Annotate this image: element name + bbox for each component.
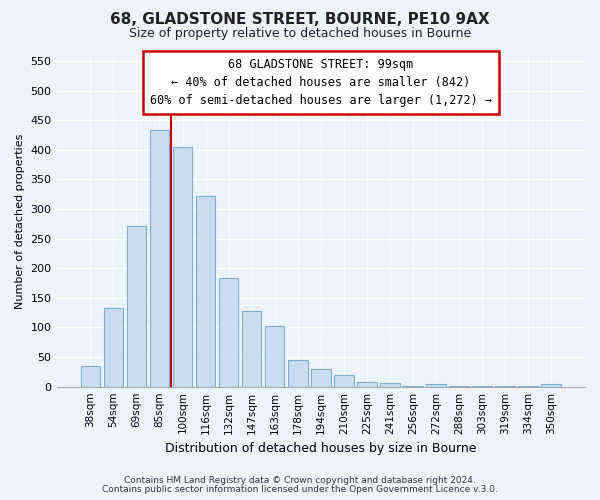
Bar [311,369,331,386]
Text: Contains HM Land Registry data © Crown copyright and database right 2024.: Contains HM Land Registry data © Crown c… [124,476,476,485]
Text: Size of property relative to detached houses in Bourne: Size of property relative to detached ho… [129,28,471,40]
X-axis label: Distribution of detached houses by size in Bourne: Distribution of detached houses by size … [165,442,476,455]
Y-axis label: Number of detached properties: Number of detached properties [15,133,25,308]
Bar [196,196,215,386]
Bar [426,384,446,386]
Bar [541,384,561,386]
Bar [288,360,308,386]
Bar [80,366,100,386]
Text: 68 GLADSTONE STREET: 99sqm
← 40% of detached houses are smaller (842)
60% of sem: 68 GLADSTONE STREET: 99sqm ← 40% of deta… [150,58,492,108]
Bar [149,130,169,386]
Bar [242,311,262,386]
Text: Contains public sector information licensed under the Open Government Licence v.: Contains public sector information licen… [102,485,498,494]
Bar [173,147,193,386]
Bar [219,278,238,386]
Text: 68, GLADSTONE STREET, BOURNE, PE10 9AX: 68, GLADSTONE STREET, BOURNE, PE10 9AX [110,12,490,28]
Bar [357,382,377,386]
Bar [104,308,123,386]
Bar [127,226,146,386]
Bar [334,375,353,386]
Bar [380,382,400,386]
Bar [265,326,284,386]
